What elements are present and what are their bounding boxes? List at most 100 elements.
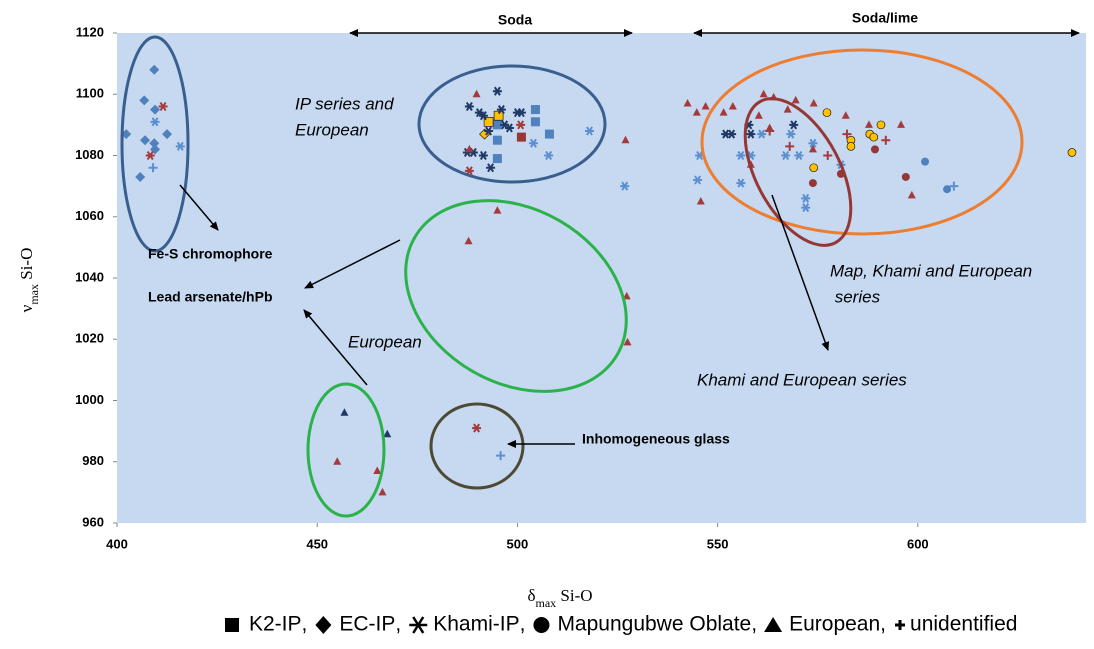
axis-label: δmax Si-O [527, 586, 592, 610]
annotation: Inhomogeneous glass [582, 431, 730, 447]
point [175, 141, 185, 151]
point [881, 135, 891, 145]
legend-label: Khami-IP [433, 613, 519, 636]
plot-area [117, 33, 1086, 523]
point [493, 206, 502, 214]
x-tick-label: 550 [707, 536, 729, 551]
ellipses [120, 35, 1024, 518]
axis-label-part: ν [17, 304, 36, 312]
point [483, 117, 494, 127]
point [622, 291, 631, 300]
ellipse [404, 199, 628, 393]
point [464, 236, 473, 245]
point [464, 166, 474, 176]
legend-label: European [789, 613, 880, 636]
arrow [304, 239, 401, 289]
point [378, 487, 387, 496]
point [516, 120, 526, 130]
point [683, 98, 692, 107]
point [809, 98, 818, 107]
point [135, 171, 146, 182]
point [808, 179, 817, 188]
x-tick-label: 400 [106, 536, 128, 551]
point [846, 142, 856, 151]
point [692, 108, 701, 116]
point [842, 129, 852, 139]
legend-symbol [533, 617, 550, 633]
legend-symbol [764, 617, 783, 632]
annotation: European [348, 332, 422, 351]
point [516, 132, 526, 142]
point [496, 451, 506, 461]
axis-label-part: Si-O [17, 248, 36, 284]
point [516, 108, 526, 118]
axis-label: νmax Si-O [17, 248, 41, 313]
point [801, 203, 811, 213]
y-tick-label: 1040 [75, 269, 104, 284]
point [864, 120, 873, 128]
legend-label: unidentified [910, 613, 1017, 636]
point [736, 150, 746, 161]
point [486, 163, 496, 173]
x-tick-label: 450 [306, 536, 328, 551]
legend-symbol [409, 616, 428, 634]
annotation: Map, Khami and European [830, 261, 1032, 280]
point [754, 111, 763, 119]
legend-separator: , [395, 613, 401, 636]
arrow [179, 184, 219, 231]
point [544, 150, 554, 161]
axis-label-part: max [535, 596, 556, 610]
y-tick-label: 1100 [76, 86, 104, 101]
y-tick-label: 1060 [75, 208, 104, 223]
y-tick-label: 1080 [75, 147, 104, 162]
legend-symbol [895, 620, 906, 630]
point [139, 95, 150, 106]
point [492, 154, 502, 164]
y-tick-label: 980 [82, 453, 104, 468]
point [808, 138, 818, 148]
point [150, 117, 160, 127]
point [544, 129, 554, 139]
point [693, 175, 703, 185]
legend-separator: , [751, 613, 757, 636]
legend-separator: , [302, 613, 308, 636]
point [472, 89, 481, 98]
point [736, 178, 746, 188]
point [140, 135, 151, 146]
point [492, 86, 502, 96]
point [801, 193, 811, 203]
point [794, 150, 804, 161]
point [620, 181, 630, 191]
ellipse [429, 402, 525, 490]
point [719, 108, 728, 116]
annotation: Khami and European series [697, 370, 907, 389]
point [791, 95, 800, 104]
point [464, 101, 474, 112]
point [759, 89, 768, 98]
point [492, 120, 502, 130]
point [333, 457, 342, 465]
point [149, 138, 160, 149]
point [696, 196, 705, 205]
point [786, 129, 796, 139]
point [728, 102, 737, 110]
y-tick-label: 1020 [75, 331, 104, 346]
point [504, 123, 514, 133]
point [949, 181, 959, 191]
point [921, 157, 930, 166]
point [901, 172, 910, 181]
point [150, 104, 161, 115]
axis-label-part: Si-O [556, 586, 592, 605]
point [822, 108, 832, 117]
annotation: Fe-S chromophore [148, 246, 273, 262]
x-tick-label: 600 [907, 536, 929, 551]
point [584, 126, 594, 136]
ellipse [120, 35, 190, 253]
y-tick-label: 1000 [75, 392, 104, 407]
annotation: series [830, 287, 881, 306]
point [907, 190, 916, 199]
point [528, 138, 538, 148]
point [145, 150, 155, 161]
legend-symbol [315, 616, 332, 634]
point [809, 163, 819, 173]
